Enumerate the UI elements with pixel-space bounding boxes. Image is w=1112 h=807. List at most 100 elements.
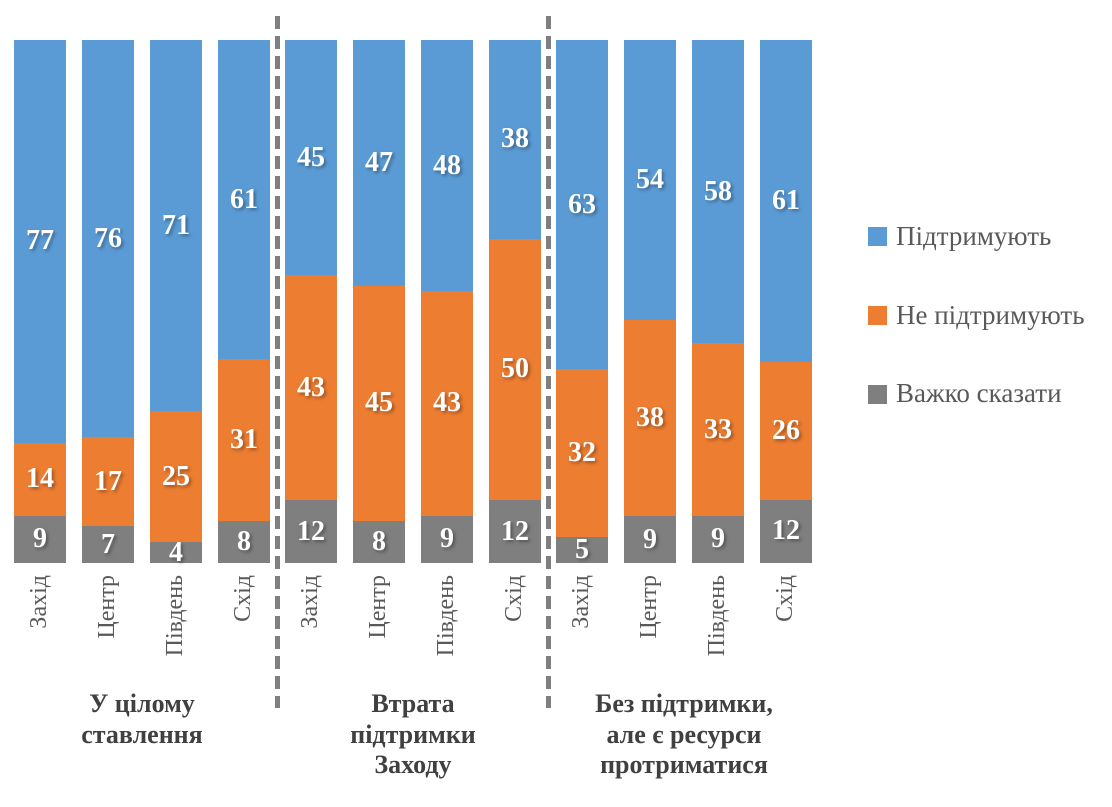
x-tick: Захід bbox=[285, 575, 337, 629]
segment-support: 77 bbox=[14, 40, 66, 443]
legend-swatch-gray-icon bbox=[868, 384, 887, 404]
segment-value-label: 4 bbox=[169, 536, 183, 568]
x-tick: Центр bbox=[624, 575, 676, 639]
x-tick: Схід bbox=[218, 575, 270, 622]
segment-value-label: 9 bbox=[440, 523, 454, 555]
segment-oppose: 43 bbox=[285, 275, 337, 501]
segment-value-label: 12 bbox=[501, 515, 529, 547]
segment-value-label: 14 bbox=[26, 463, 54, 495]
segment-value-label: 47 bbox=[365, 146, 393, 178]
segment-hard-to-say: 4 bbox=[150, 538, 202, 566]
x-tick-label: Центр bbox=[94, 575, 121, 639]
segment-hard-to-say: 7 bbox=[82, 526, 134, 563]
x-tick-label: Схід bbox=[772, 575, 799, 622]
group-caption: Втрата підтримки Заходу bbox=[285, 689, 541, 781]
segment-hard-to-say: 8 bbox=[218, 521, 270, 563]
segment-oppose: 25 bbox=[150, 411, 202, 543]
x-tick: Захід bbox=[556, 575, 608, 629]
segment-value-label: 8 bbox=[237, 526, 251, 558]
x-tick: Захід bbox=[14, 575, 66, 629]
legend-item-oppose: Не підтримують bbox=[868, 299, 1085, 331]
segment-oppose: 26 bbox=[760, 362, 812, 500]
stacked-bar: 77 14 9 bbox=[14, 40, 66, 563]
stacked-bar: 58 33 9 bbox=[692, 40, 744, 563]
segment-value-label: 32 bbox=[568, 437, 596, 469]
segment-value-label: 45 bbox=[365, 387, 393, 419]
segment-oppose: 50 bbox=[489, 238, 541, 501]
segment-value-label: 38 bbox=[636, 401, 664, 433]
segment-value-label: 33 bbox=[704, 413, 732, 445]
segment-support: 61 bbox=[760, 40, 812, 363]
x-tick-label: Центр bbox=[365, 575, 392, 639]
stacked-bar: 63 32 5 bbox=[556, 40, 608, 563]
bars-row: 45 43 12 47 45 8 48 43 9 3 bbox=[285, 40, 541, 563]
group-without-support-but-resources: 63 32 5 54 38 9 58 33 9 61 bbox=[556, 40, 812, 781]
x-tick-label: Південь bbox=[704, 575, 731, 657]
segment-oppose: 43 bbox=[421, 291, 473, 516]
group-separator-line-2 bbox=[546, 16, 551, 708]
segment-value-label: 12 bbox=[297, 515, 325, 547]
segment-value-label: 50 bbox=[501, 353, 529, 385]
segment-hard-to-say: 9 bbox=[14, 515, 66, 563]
segment-value-label: 17 bbox=[94, 465, 122, 497]
stacked-bar: 38 50 12 bbox=[489, 40, 541, 563]
bars-row: 77 14 9 76 17 7 71 25 4 61 bbox=[14, 40, 270, 566]
plot-area: 77 14 9 76 17 7 71 25 4 61 bbox=[14, 16, 812, 781]
x-tick-label: Південь bbox=[433, 575, 460, 657]
segment-hard-to-say: 9 bbox=[624, 516, 676, 563]
segment-value-label: 63 bbox=[568, 188, 596, 220]
stacked-bar: 47 45 8 bbox=[353, 40, 405, 563]
segment-support: 38 bbox=[489, 40, 541, 239]
legend-item-hard-to-say: Важко сказати bbox=[868, 379, 1085, 409]
segment-value-label: 43 bbox=[297, 371, 325, 403]
x-tick: Схід bbox=[760, 575, 812, 622]
stacked-bar: 45 43 12 bbox=[285, 40, 337, 563]
segment-value-label: 9 bbox=[643, 523, 657, 555]
segment-value-label: 9 bbox=[711, 523, 725, 555]
segment-oppose: 45 bbox=[353, 285, 405, 522]
legend: Підтримують Не підтримують Важко сказати bbox=[868, 0, 1085, 807]
bars-row: 63 32 5 54 38 9 58 33 9 61 bbox=[556, 40, 812, 563]
group-caption: У цілому ставлення bbox=[14, 689, 270, 750]
x-tick: Центр bbox=[82, 575, 134, 639]
segment-oppose: 17 bbox=[82, 437, 134, 527]
segment-value-label: 77 bbox=[26, 225, 54, 257]
segment-value-label: 45 bbox=[297, 141, 325, 173]
legend-item-support: Підтримують bbox=[868, 221, 1085, 252]
segment-support: 58 bbox=[692, 40, 744, 344]
segment-support: 47 bbox=[353, 40, 405, 286]
group-caption-text: Втрата підтримки Заходу bbox=[350, 689, 476, 780]
legend-label: Не підтримують bbox=[896, 299, 1085, 330]
x-tick: Південь bbox=[150, 575, 202, 656]
x-tick: Схід bbox=[489, 575, 541, 622]
segment-value-label: 7 bbox=[101, 528, 115, 560]
segment-value-label: 48 bbox=[433, 149, 461, 181]
x-tick-label: Схід bbox=[230, 575, 257, 622]
stacked-bar: 61 26 12 bbox=[760, 40, 812, 563]
group-caption: Без підтримки, але є ресурси протриматис… bbox=[556, 689, 812, 781]
segment-hard-to-say: 9 bbox=[692, 515, 744, 563]
x-axis-ticks: Захід Центр Південь Схід bbox=[556, 563, 812, 685]
group-separator-line-1 bbox=[275, 16, 280, 708]
group-loss-of-western-support: 45 43 12 47 45 8 48 43 9 3 bbox=[285, 40, 541, 781]
stacked-bar: 76 17 7 bbox=[82, 40, 134, 563]
segment-hard-to-say: 9 bbox=[421, 515, 473, 563]
segment-oppose: 14 bbox=[14, 442, 66, 516]
legend-label: Підтримують bbox=[896, 221, 1052, 251]
stacked-bar: 71 25 4 bbox=[150, 40, 202, 566]
segment-value-label: 76 bbox=[94, 222, 122, 254]
x-axis-ticks: Захід Центр Південь Схід bbox=[14, 563, 270, 685]
segment-value-label: 61 bbox=[772, 185, 800, 217]
segment-hard-to-say: 12 bbox=[760, 499, 812, 563]
x-tick-label: Схід bbox=[501, 575, 528, 622]
segment-support: 61 bbox=[218, 40, 270, 360]
segment-support: 45 bbox=[285, 40, 337, 276]
groups-row: 77 14 9 76 17 7 71 25 4 61 bbox=[14, 40, 812, 781]
group-caption-text: У цілому ставлення bbox=[81, 689, 203, 749]
segment-support: 54 bbox=[624, 40, 676, 320]
segment-value-label: 9 bbox=[33, 523, 47, 555]
legend-swatch-blue-icon bbox=[868, 227, 887, 247]
stacked-bar: 54 38 9 bbox=[624, 40, 676, 563]
segment-value-label: 5 bbox=[575, 533, 589, 565]
stacked-bar: 48 43 9 bbox=[421, 40, 473, 563]
